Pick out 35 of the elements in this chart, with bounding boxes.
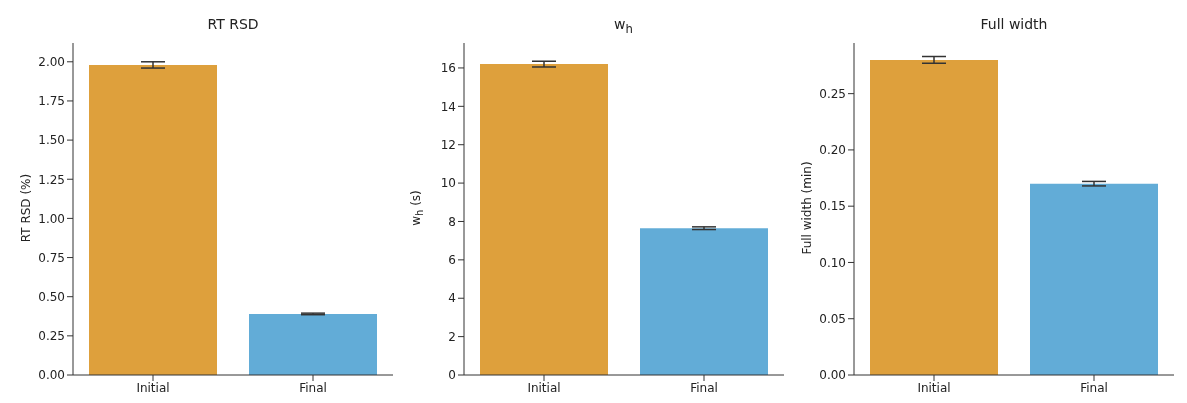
x-tick-label: Final <box>299 380 327 395</box>
y-tick-label: 10 <box>440 176 456 191</box>
x-tick-label: Initial <box>526 380 561 395</box>
y-tick-label: 0.00 <box>38 368 65 383</box>
y-tick-label: 0.75 <box>38 250 65 265</box>
y-tick-label: 4 <box>447 291 456 306</box>
x-tick-label: Final <box>1080 380 1108 395</box>
y-tick-label: 2 <box>447 329 456 344</box>
chart-title: Full width <box>979 16 1049 32</box>
x-tick-label: Initial <box>136 380 170 395</box>
y-tick-label: 1.50 <box>38 133 65 148</box>
x-tick-label: Final <box>689 380 718 395</box>
x-tick-label: Initial <box>917 380 951 395</box>
y-tick-label: 0.00 <box>819 368 846 383</box>
y-tick-label: 1.25 <box>38 172 65 187</box>
y-tick-label: 0.50 <box>38 289 65 304</box>
y-tick-label: 0.25 <box>819 86 846 101</box>
y-axis-title: Full width (min) <box>800 161 814 255</box>
chart-title: w$_{h}$ <box>613 16 634 36</box>
y-tick-label: 0.25 <box>38 329 65 344</box>
y-tick-label: 1.75 <box>38 94 65 109</box>
y-tick-label: 6 <box>447 253 456 268</box>
y-tick-label: 16 <box>440 61 456 76</box>
y-tick-label: 0.10 <box>819 255 846 270</box>
y-tick-label: 14 <box>440 99 456 114</box>
y-tick-label: 0.15 <box>819 199 846 214</box>
y-tick-label: 0.20 <box>819 143 846 158</box>
chart-title: RT RSD <box>206 16 260 32</box>
y-tick-label: 1.00 <box>38 211 65 226</box>
y-tick-label: 0 <box>447 368 456 383</box>
y-tick-label: 2.00 <box>38 55 65 70</box>
y-tick-label: 12 <box>440 137 456 152</box>
y-tick-label: 8 <box>447 214 456 229</box>
y-axis-title: RT RSD (%) <box>19 173 33 243</box>
y-tick-label: 0.05 <box>819 311 846 326</box>
